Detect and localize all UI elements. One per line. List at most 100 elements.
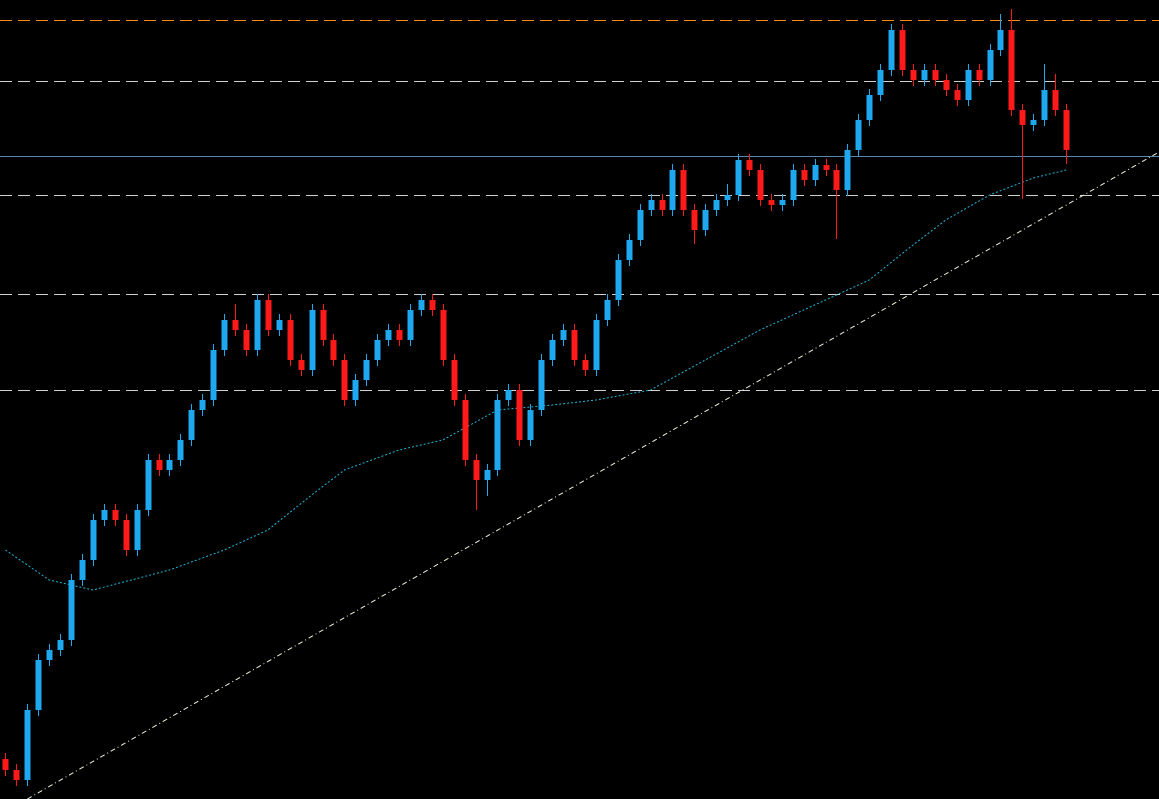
candle-body: [680, 170, 687, 210]
candle-body: [604, 300, 611, 320]
candle-body: [232, 320, 239, 330]
candle-body: [2, 759, 9, 770]
candle-body: [866, 95, 873, 120]
candle-body: [385, 330, 392, 340]
candle-body: [812, 165, 819, 180]
candle-body: [899, 30, 906, 70]
candle-body: [287, 320, 294, 360]
candle-body: [1041, 90, 1048, 120]
candle-body: [484, 470, 491, 480]
candle-body: [538, 360, 545, 410]
candle-body: [221, 320, 228, 350]
candle-body: [505, 390, 512, 400]
candle-body: [582, 360, 589, 370]
candle-body: [954, 90, 961, 100]
candle-body: [298, 360, 305, 370]
candle-body: [691, 210, 698, 230]
candle-body: [352, 380, 359, 400]
candle-body: [626, 240, 633, 260]
candle-body: [724, 195, 731, 200]
candle-body: [494, 400, 501, 470]
candle-body: [1030, 120, 1037, 125]
candle-body: [560, 330, 567, 340]
candle-body: [440, 310, 447, 360]
candle-body: [13, 770, 20, 780]
candle-body: [976, 70, 983, 80]
candle-body: [462, 400, 469, 460]
candle-body: [199, 400, 206, 410]
candle-body: [888, 30, 895, 70]
candle-body: [713, 200, 720, 210]
candle-body: [320, 310, 327, 340]
candle-body: [932, 70, 939, 80]
candle-body: [659, 200, 666, 210]
candle-body: [451, 360, 458, 400]
candle-body: [593, 320, 600, 370]
candle-body: [429, 300, 436, 310]
candle-body: [374, 340, 381, 360]
candle-body: [757, 170, 764, 200]
candle-body: [407, 310, 414, 340]
moving-average: [5, 169, 1067, 591]
candle-body: [987, 50, 994, 80]
candle-body: [473, 460, 480, 480]
candle-body: [921, 70, 928, 80]
candle-body: [210, 350, 217, 400]
candle-body: [1052, 90, 1059, 110]
candle-body: [396, 330, 403, 340]
candle-body: [145, 460, 152, 510]
trendline: [27, 151, 1159, 799]
candle-body: [1063, 110, 1070, 150]
candle-body: [910, 70, 917, 80]
candle-body: [1008, 30, 1015, 110]
candle-body: [35, 660, 42, 710]
candle-body: [68, 580, 75, 640]
candle-body: [801, 170, 808, 180]
candle-body: [79, 560, 86, 580]
candle-body: [746, 160, 753, 170]
candle-body: [243, 330, 250, 350]
candle-body: [418, 300, 425, 310]
candle-body: [943, 80, 950, 90]
candle-body: [188, 410, 195, 440]
candle-body: [779, 200, 786, 205]
candle-body: [615, 260, 622, 300]
candle-body: [156, 460, 163, 470]
candle-body: [90, 520, 97, 560]
candle-body: [330, 340, 337, 360]
candle-body: [134, 510, 141, 550]
candle-body: [101, 510, 108, 520]
candle-body: [571, 330, 578, 360]
candle-body: [823, 165, 830, 170]
candle-body: [254, 300, 261, 350]
candle-body: [637, 210, 644, 240]
candle-body: [527, 410, 534, 440]
candle-body: [363, 360, 370, 380]
candle-body: [735, 160, 742, 195]
candle-body: [844, 150, 851, 190]
candle-body: [123, 520, 130, 550]
candle-body: [166, 460, 173, 470]
candle-body: [265, 300, 272, 330]
candle-body: [309, 310, 316, 370]
candle-body: [24, 710, 31, 780]
candle-body: [1019, 110, 1026, 125]
candle-body: [997, 30, 1004, 50]
candle-body: [46, 650, 53, 660]
candle-body: [177, 440, 184, 460]
candle-body: [648, 200, 655, 210]
candle-body: [57, 640, 64, 650]
candle-body: [549, 340, 556, 360]
candle-body: [702, 210, 709, 230]
candle-body: [833, 170, 840, 190]
candle-body: [276, 320, 283, 330]
candle-body: [341, 360, 348, 400]
candle-body: [877, 70, 884, 95]
candle-body: [790, 170, 797, 200]
candle-body: [669, 170, 676, 210]
candle-body: [965, 70, 972, 100]
candle-body: [768, 200, 775, 205]
candle-body: [855, 120, 862, 150]
candle-body: [112, 510, 119, 520]
